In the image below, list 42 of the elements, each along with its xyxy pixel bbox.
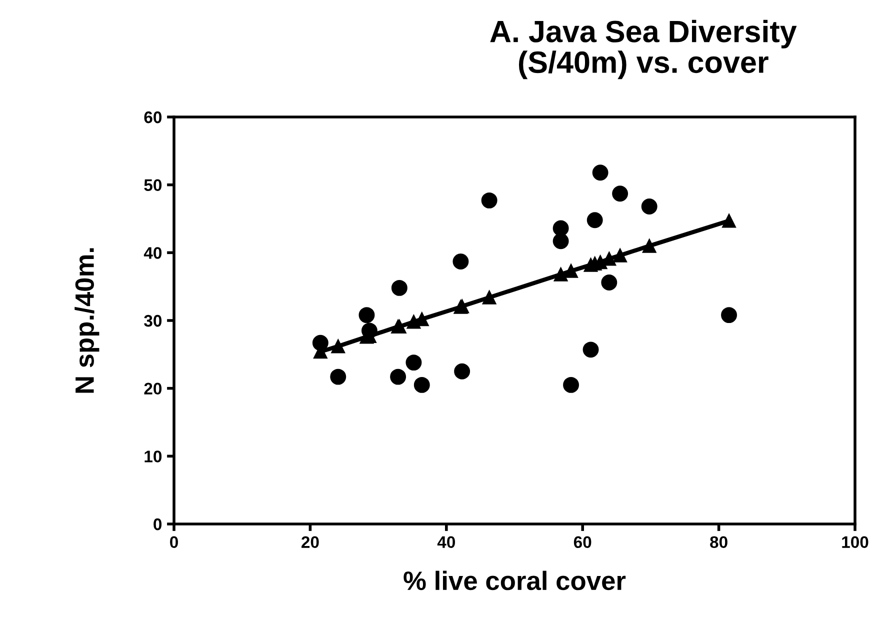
point <box>563 376 579 393</box>
x-tick-label: 80 <box>710 536 728 548</box>
point <box>722 214 736 228</box>
point <box>454 363 470 380</box>
y-axis-title: N spp./40m. <box>74 248 100 393</box>
point <box>482 290 496 304</box>
point <box>586 212 603 228</box>
x-tick-label: 100 <box>842 536 868 548</box>
point <box>582 342 599 358</box>
point <box>390 368 406 385</box>
point <box>391 280 408 296</box>
point <box>721 307 737 324</box>
x-axis-title: % live coral cover <box>404 570 626 590</box>
point <box>613 248 627 262</box>
point <box>406 354 422 371</box>
y-tick-label: 10 <box>144 450 162 462</box>
point <box>564 264 578 278</box>
y-tick-label: 40 <box>144 247 162 259</box>
x-tick-label: 20 <box>302 536 319 548</box>
point <box>642 238 656 253</box>
point <box>358 307 375 324</box>
point <box>601 274 618 290</box>
point <box>331 339 346 354</box>
chart-title: A. Java Sea Diversity (S/40m) vs. cover <box>490 20 797 80</box>
x-tick-label: 40 <box>437 536 455 548</box>
x-tick-label: 60 <box>574 536 592 548</box>
point <box>552 220 569 236</box>
x-tick-label: 0 <box>170 536 178 548</box>
y-tick-label: 60 <box>144 111 162 124</box>
point <box>592 164 608 181</box>
point <box>414 376 430 393</box>
y-tick-label: 20 <box>144 382 162 395</box>
y-tick-label: 30 <box>144 314 162 327</box>
point <box>612 186 628 202</box>
point <box>330 368 346 385</box>
point <box>641 198 658 215</box>
point <box>554 267 568 282</box>
point <box>452 254 469 270</box>
point <box>552 233 569 250</box>
y-tick-label: 0 <box>154 518 162 530</box>
y-tick-label: 50 <box>144 179 162 192</box>
point <box>481 192 498 208</box>
